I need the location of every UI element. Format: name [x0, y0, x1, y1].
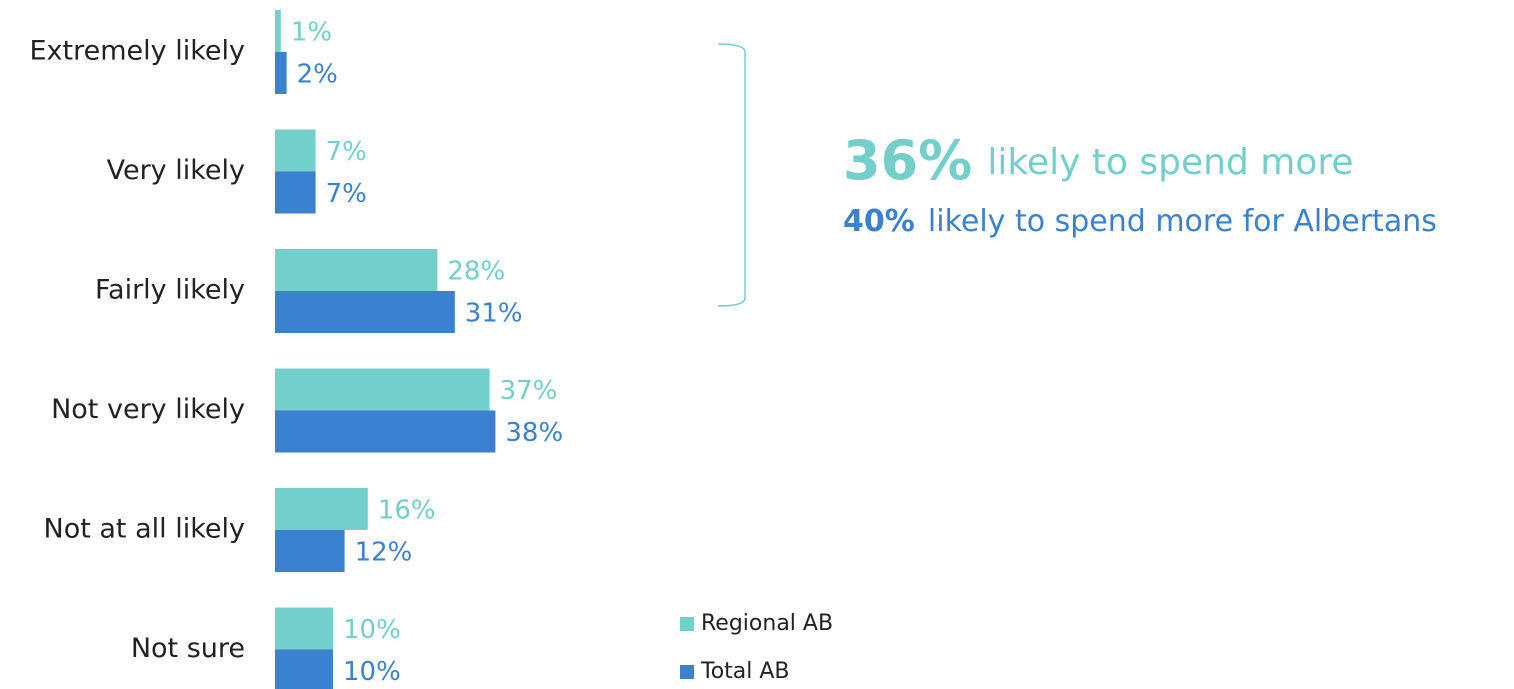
bar [275, 52, 287, 94]
bracket [717, 43, 746, 307]
annotation: 40% likely to spend more for Albertans [843, 204, 1437, 239]
bar [275, 488, 368, 530]
value-label: 10% [343, 615, 401, 645]
bar [275, 249, 438, 291]
category-label: Not very likely [51, 394, 245, 425]
value-label: 10% [343, 657, 401, 687]
value-label: 7% [326, 137, 367, 167]
bar [275, 530, 345, 572]
annotation-emphasis: 36% [843, 129, 972, 192]
value-label: 7% [326, 179, 367, 209]
category-label: Very likely [107, 155, 245, 186]
bar [275, 410, 496, 453]
bar [275, 129, 316, 172]
value-label: 37% [500, 376, 558, 406]
legend-swatch [680, 665, 694, 679]
value-label: 2% [297, 60, 338, 90]
category-label: Not sure [131, 633, 245, 664]
legend-label: Regional AB [701, 611, 833, 636]
bar [275, 291, 455, 333]
bar [275, 649, 333, 689]
value-label: 12% [355, 538, 413, 568]
annotation-text: likely to spend more [987, 142, 1353, 183]
value-label: 28% [447, 257, 505, 287]
bar [275, 368, 490, 411]
value-label: 31% [465, 299, 523, 329]
value-label: 38% [505, 418, 563, 448]
category-label: Not at all likely [44, 514, 246, 545]
value-label: 1% [291, 18, 332, 48]
bar [275, 10, 281, 52]
value-label: 16% [378, 496, 436, 526]
bar [275, 607, 333, 650]
legend-swatch [680, 617, 694, 631]
bar [275, 171, 316, 214]
legend-label: Total AB [700, 659, 790, 684]
annotation-emphasis: 40% [843, 204, 915, 239]
category-label: Fairly likely [95, 275, 245, 306]
category-label: Extremely likely [30, 36, 246, 67]
annotation-text: likely to spend more for Albertans [928, 204, 1437, 239]
annotation: 36% likely to spend more [843, 129, 1354, 192]
